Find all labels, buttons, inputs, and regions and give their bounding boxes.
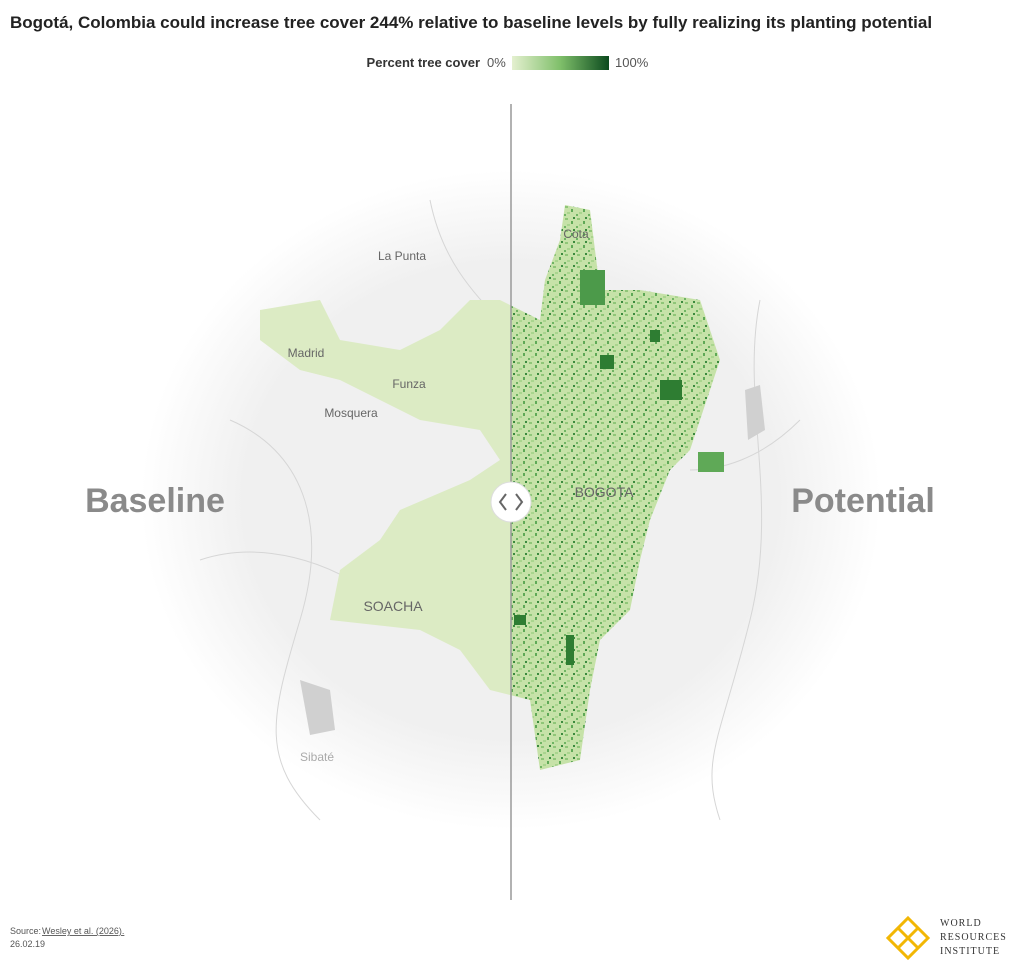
place-label: Sibaté xyxy=(300,750,334,764)
logo-icon xyxy=(885,915,931,961)
legend-label: Percent tree cover xyxy=(367,55,480,70)
place-label: Mosquera xyxy=(324,406,378,420)
side-label: Baseline xyxy=(85,482,225,520)
place-label: La Punta xyxy=(378,249,426,263)
place-label: Cota xyxy=(563,227,589,241)
legend-max: 100% xyxy=(615,55,649,70)
date: 26.02.19 xyxy=(10,939,45,949)
title: Bogotá, Colombia could increase tree cov… xyxy=(10,13,932,32)
logo-text: RESOURCES xyxy=(940,932,1007,943)
legend-min: 0% xyxy=(487,55,506,70)
place-label: SOACHA xyxy=(363,598,423,614)
place-label: Madrid xyxy=(288,346,325,360)
legend-ramp xyxy=(512,56,609,70)
source-link[interactable]: Wesley et al. (2026). xyxy=(42,926,124,936)
place-label: Funza xyxy=(392,377,426,391)
place-label: BOGOTA xyxy=(575,484,635,500)
logo-text: INSTITUTE xyxy=(940,946,1000,957)
source-prefix: Source: xyxy=(10,926,41,936)
lake xyxy=(300,680,335,735)
lake xyxy=(745,385,765,440)
side-label: Potential xyxy=(791,482,935,520)
logo-text: WORLD xyxy=(940,918,982,929)
slider-handle[interactable] xyxy=(490,481,532,523)
potential-cover xyxy=(511,205,724,770)
